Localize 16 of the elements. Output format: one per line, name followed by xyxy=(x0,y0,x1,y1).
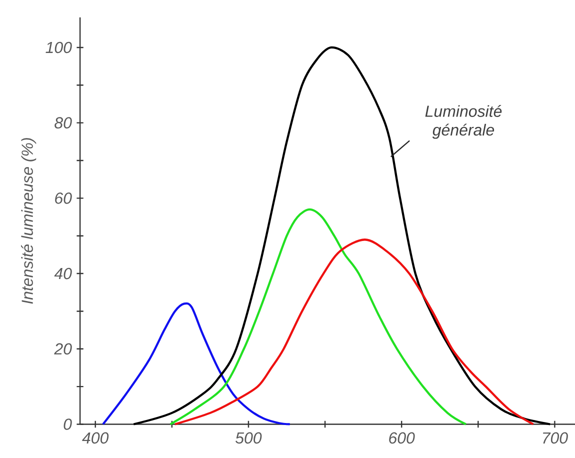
y-tick-label: 40 xyxy=(54,268,72,280)
line-series xyxy=(169,208,467,426)
y-tick-label: 60 xyxy=(55,192,72,204)
x-tick-label: 400 xyxy=(82,432,109,444)
x-tick-label: 700 xyxy=(543,432,568,444)
line-series xyxy=(132,46,552,426)
y-tick-label: 20 xyxy=(54,343,72,355)
y-axis-title: Intensité lumineuse (%) xyxy=(21,138,36,304)
x-tick-label: 600 xyxy=(389,432,415,444)
line-series xyxy=(174,238,534,426)
annotation: Luminosité générale xyxy=(425,105,502,140)
line-series xyxy=(102,302,291,426)
y-tick-label: 100 xyxy=(46,42,72,54)
x-tick-label: 500 xyxy=(235,432,262,444)
y-tick-label: 80 xyxy=(54,117,72,129)
y-tick-label: 0 xyxy=(64,418,72,430)
